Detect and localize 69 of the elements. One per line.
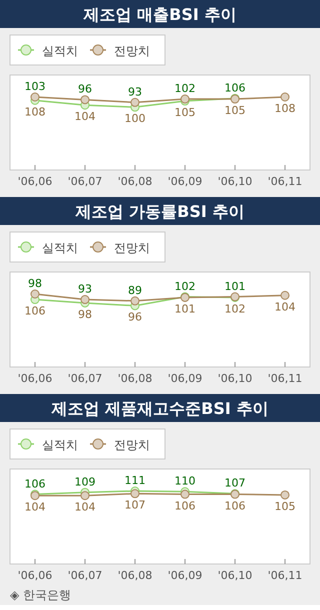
x-tick-label: '06,09	[168, 372, 202, 385]
point	[130, 98, 140, 107]
legend-label: 전망치	[114, 44, 150, 58]
data-label: 96	[78, 82, 92, 96]
point	[30, 290, 40, 298]
chart-title: 제조업 매출BSI 추이	[82, 5, 236, 24]
data-label: 105	[174, 106, 196, 120]
x-tick-label: '06,11	[268, 372, 302, 385]
data-label: 101	[174, 302, 196, 316]
data-label: 106	[224, 81, 246, 94]
data-label: 96	[128, 310, 142, 324]
point	[80, 295, 90, 304]
data-label: 109	[74, 475, 96, 488]
x-tick-label: '06,07	[68, 175, 102, 188]
chart-title: 제조업 제품재고수준BSI 추이	[50, 399, 268, 418]
x-tick-label: '06,06	[18, 372, 52, 385]
point	[80, 95, 90, 104]
x-tick-label: '06,06	[18, 569, 52, 582]
data-label: 103	[24, 80, 46, 93]
data-label: 104	[74, 500, 96, 514]
data-label: 100	[124, 112, 146, 126]
x-tick-label: '06,08	[118, 175, 152, 188]
legend-label: 실적치	[42, 241, 78, 255]
x-tick-label: '06,08	[118, 372, 152, 385]
data-label: 108	[24, 105, 46, 118]
x-tick-label: '06,07	[68, 372, 102, 385]
data-label: 102	[224, 302, 246, 316]
legend-label: 전망치	[114, 438, 150, 452]
x-tick-label: '06,07	[68, 569, 102, 582]
x-tick-label: '06,06	[18, 175, 52, 188]
x-tick-label: '06,09	[168, 175, 202, 188]
data-label: 102	[174, 280, 196, 293]
point	[280, 92, 290, 102]
data-label: 106	[24, 304, 46, 318]
x-tick-label: '06,08	[118, 569, 152, 582]
point	[280, 290, 290, 300]
legend-label: 실적치	[42, 44, 78, 58]
x-tick-label: '06,09	[168, 569, 202, 582]
data-label: 107	[224, 476, 246, 490]
data-label: 111	[124, 474, 146, 487]
chart-title: 제조업 가동률BSI 추이	[74, 202, 244, 221]
x-tick-label: '06,11	[268, 175, 302, 188]
data-label: 89	[128, 284, 142, 297]
data-label: 105	[274, 500, 296, 513]
x-tick-label: '06,10	[218, 372, 252, 385]
point	[30, 92, 40, 102]
x-tick-label: '06,11	[268, 569, 302, 582]
data-label: 107	[124, 498, 146, 512]
data-label: 106	[24, 477, 46, 490]
point	[130, 296, 140, 306]
data-label: 104	[74, 110, 96, 124]
data-label: 110	[174, 474, 196, 488]
data-label: 105	[224, 104, 246, 118]
x-tick-label: '06,10	[218, 175, 252, 188]
data-label: 108	[274, 102, 296, 115]
data-label: 98	[28, 277, 42, 290]
data-label: 93	[78, 282, 92, 296]
data-label: 104	[24, 500, 46, 514]
data-label: 106	[174, 499, 196, 512]
text: ◈ 한국은행	[10, 588, 72, 602]
data-label: 101	[224, 280, 246, 293]
legend-label: 전망치	[114, 241, 150, 255]
legend-label: 실적치	[42, 438, 78, 452]
data-label: 98	[78, 308, 92, 321]
data-label: 93	[128, 85, 142, 98]
data-label: 102	[174, 82, 196, 96]
x-tick-label: '06,10	[218, 569, 252, 582]
data-label: 104	[274, 300, 296, 314]
data-label: 106	[224, 499, 246, 512]
